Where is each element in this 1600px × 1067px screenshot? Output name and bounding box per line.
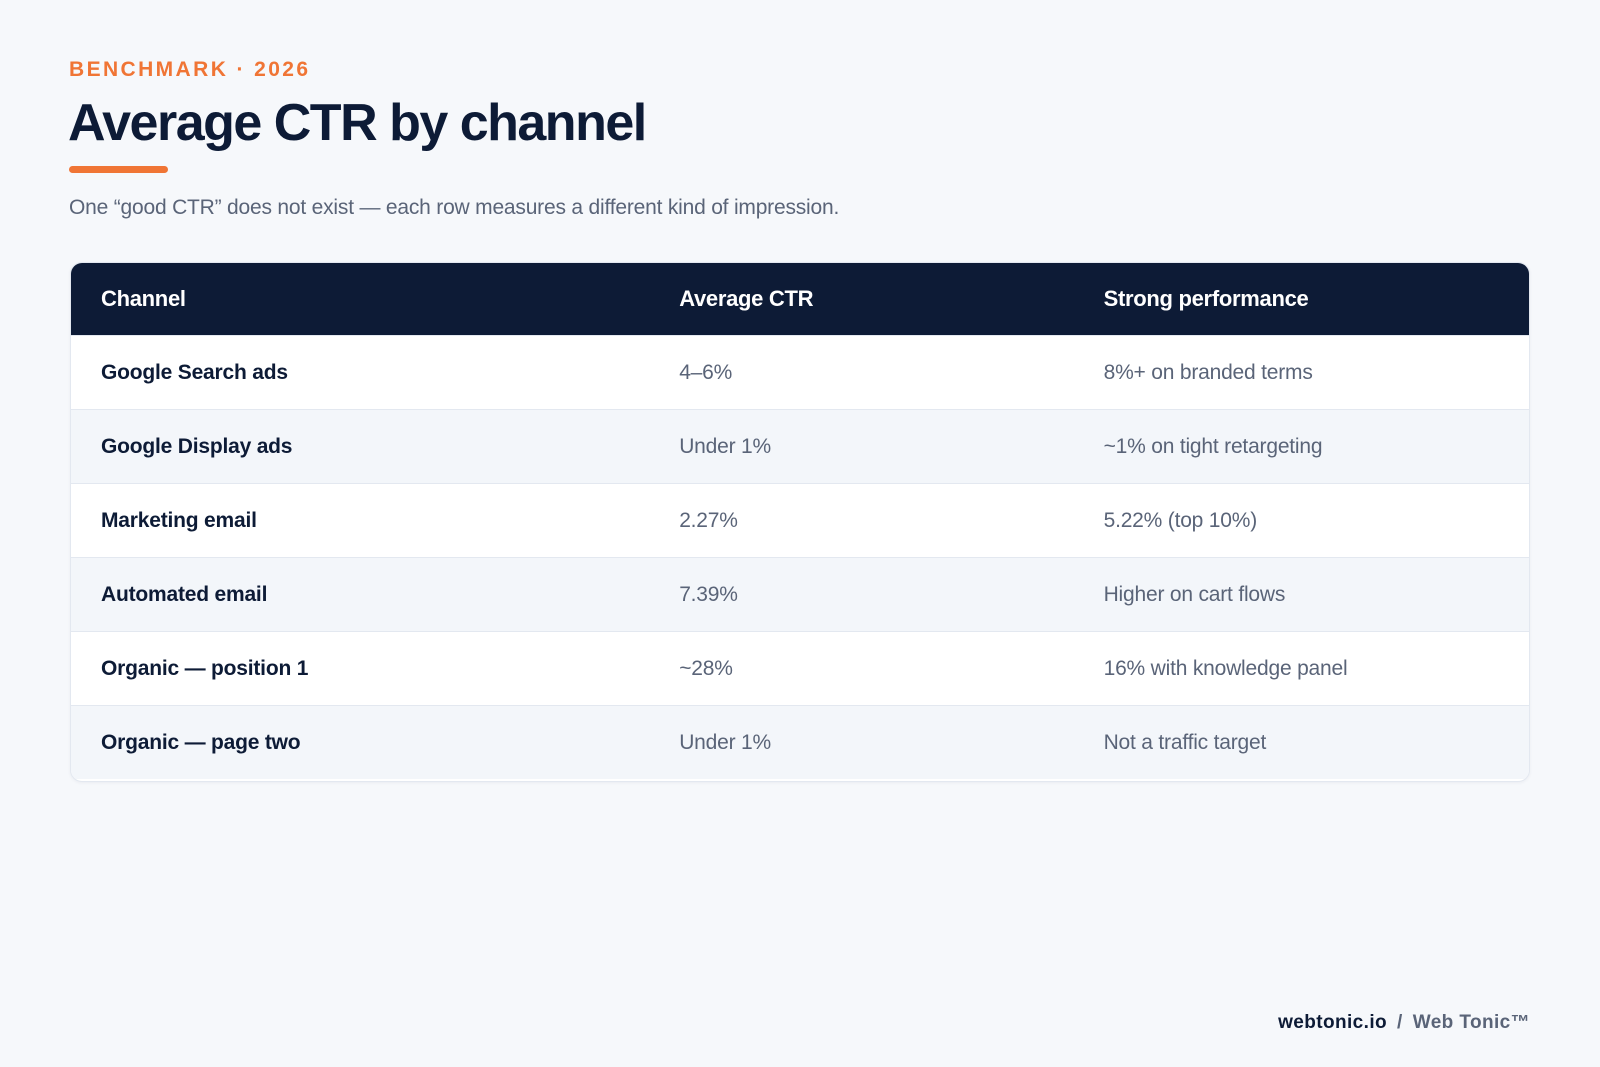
cell-average-ctr: 2.27%: [679, 508, 738, 532]
cell-average-ctr: 7.39%: [679, 582, 738, 606]
footer-brand: Web Tonic™: [1412, 1012, 1530, 1033]
eyebrow-label: BENCHMARK · 2026: [69, 58, 311, 81]
table-row: Marketing email 2.27% 5.22% (top 10%): [71, 483, 1529, 557]
cell-strong-performance: Higher on cart flows: [1103, 582, 1286, 606]
page-title: Average CTR by channel: [68, 94, 647, 152]
footer-domain: webtonic.io: [1278, 1012, 1388, 1033]
cell-strong-performance: ~1% on tight retargeting: [1103, 434, 1323, 458]
footer-credit: webtonic.io / Web Tonic™: [1278, 1012, 1530, 1034]
cell-average-ctr: Under 1%: [679, 730, 771, 754]
cell-strong-performance: 8%+ on branded terms: [1103, 360, 1313, 384]
cell-average-ctr: Under 1%: [679, 434, 771, 458]
cell-average-ctr: 4–6%: [679, 360, 733, 384]
table-row: Organic — page two Under 1% Not a traffi…: [71, 705, 1529, 779]
page-subtitle: One “good CTR” does not exist — each row…: [69, 196, 840, 219]
cell-strong-performance: Not a traffic target: [1103, 730, 1267, 754]
table-row: Organic — position 1 ~28% 16% with knowl…: [71, 631, 1529, 705]
footer-separator: /: [1397, 1012, 1403, 1033]
title-accent-bar: [69, 166, 168, 173]
cell-channel: Google Search ads: [101, 360, 288, 384]
table-header-row: Channel Average CTR Strong performance: [71, 263, 1529, 335]
table-row: Automated email 7.39% Higher on cart flo…: [71, 557, 1529, 631]
ctr-table: Channel Average CTR Strong performance G…: [70, 262, 1530, 782]
cell-channel: Automated email: [101, 582, 268, 606]
cell-strong-performance: 16% with knowledge panel: [1103, 656, 1348, 680]
table-row: Google Search ads 4–6% 8%+ on branded te…: [71, 335, 1529, 409]
cell-channel: Organic — page two: [101, 730, 301, 754]
cell-channel: Organic — position 1: [101, 656, 309, 680]
column-header-strong-performance: Strong performance: [1103, 286, 1309, 311]
cell-strong-performance: 5.22% (top 10%): [1103, 508, 1258, 532]
cell-channel: Marketing email: [101, 508, 257, 532]
column-header-average-ctr: Average CTR: [679, 286, 814, 311]
cell-average-ctr: ~28%: [679, 656, 733, 680]
cell-channel: Google Display ads: [101, 434, 293, 458]
table-row: Google Display ads Under 1% ~1% on tight…: [71, 409, 1529, 483]
column-header-channel: Channel: [101, 286, 186, 311]
